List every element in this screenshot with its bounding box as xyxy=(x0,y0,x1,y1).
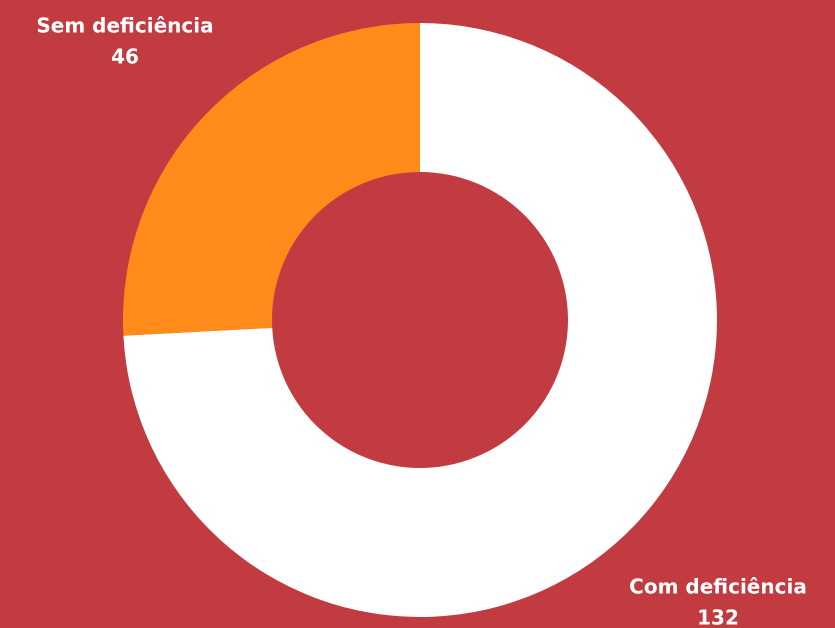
slice-value: 132 xyxy=(697,606,739,628)
slice-label: Sem deficiência xyxy=(36,14,213,38)
donut-slice xyxy=(123,23,420,336)
slice-value: 46 xyxy=(111,45,139,69)
donut-slice xyxy=(123,23,717,617)
slice-label: Com deficiência xyxy=(629,575,807,599)
